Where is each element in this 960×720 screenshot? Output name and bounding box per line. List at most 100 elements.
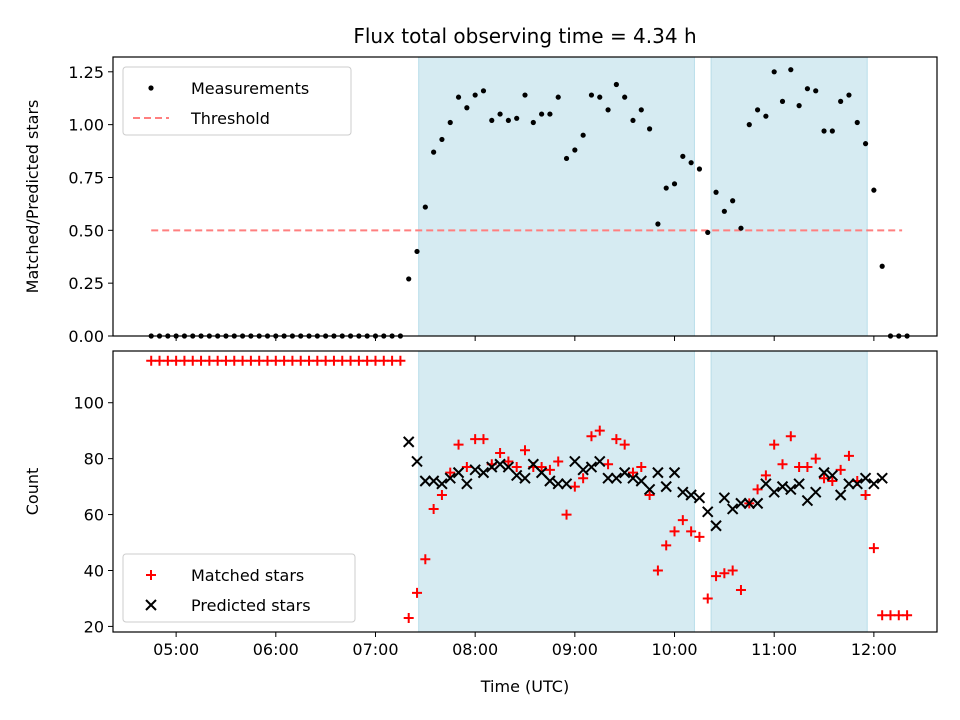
measurement-point	[771, 69, 777, 75]
y-tick-label: 100	[73, 394, 104, 413]
axes-frame	[112, 350, 938, 633]
predicted-point	[635, 475, 647, 487]
predicted-point	[477, 466, 490, 479]
measurement-point	[829, 128, 835, 134]
measurement-point	[721, 208, 727, 214]
matched-point	[860, 489, 871, 500]
predicted-point	[668, 466, 681, 479]
predicted-point	[403, 436, 415, 448]
predicted-point	[652, 466, 664, 479]
matched-point	[611, 434, 622, 445]
matched-point	[677, 515, 688, 526]
predicted-point	[793, 478, 805, 490]
matched-point	[561, 509, 572, 520]
measurement-point	[605, 107, 611, 113]
predicted-point	[486, 461, 498, 473]
predicted-point	[469, 464, 481, 476]
axes-frame	[112, 56, 938, 337]
measurement-point	[406, 276, 412, 282]
predicted-point	[627, 472, 639, 484]
legend-label: Matched stars	[191, 566, 304, 585]
matched-point	[694, 531, 705, 542]
measurement-point	[414, 248, 420, 255]
measurement-point	[804, 86, 811, 92]
measurement-point	[871, 187, 877, 193]
measurement-point	[754, 107, 761, 113]
matched-point	[403, 613, 414, 624]
legend-marker	[146, 570, 156, 580]
predicted-point	[826, 469, 839, 482]
predicted-point	[602, 472, 614, 484]
predicted-point	[801, 494, 814, 507]
predicted-point	[494, 458, 506, 470]
predicted-point	[834, 489, 847, 501]
measurement-point	[505, 117, 511, 124]
measurement-point	[638, 107, 644, 113]
predicted-point	[810, 486, 822, 498]
measurement-point	[563, 155, 570, 162]
measurement-point	[580, 132, 586, 138]
legend-marker	[148, 85, 154, 91]
y-tick-label: 60	[84, 506, 104, 525]
predicted-point	[535, 466, 548, 479]
measurement-point	[472, 92, 478, 98]
measurement-point	[464, 105, 470, 111]
predicted-point	[726, 503, 739, 515]
predicted-point	[552, 478, 564, 490]
predicted-point	[868, 478, 880, 490]
matched-point	[702, 593, 713, 604]
measurement-point	[572, 147, 578, 153]
predicted-point	[544, 475, 556, 487]
predicted-point	[452, 466, 465, 479]
matched-point	[503, 456, 514, 467]
measurement-point	[630, 117, 636, 124]
measurement-point	[680, 153, 686, 159]
predicted-point	[685, 489, 697, 501]
measurement-point	[539, 111, 545, 117]
measurement-point	[854, 119, 860, 126]
measurement-point	[588, 92, 595, 98]
matched-point	[520, 445, 530, 456]
matched-point	[586, 431, 597, 442]
matched-point	[802, 462, 813, 473]
measurement-point	[746, 122, 752, 128]
measurement-point	[788, 67, 794, 73]
chart-title: Flux total observing time = 4.34 h	[353, 24, 696, 48]
predicted-point	[643, 483, 656, 496]
matched-point	[769, 439, 780, 450]
matched-point	[544, 464, 555, 475]
legend-label: Threshold	[190, 109, 270, 128]
measurement-point	[522, 92, 528, 98]
matched-point	[752, 484, 763, 495]
matched-point	[868, 543, 879, 554]
predicted-point	[610, 472, 623, 484]
matched-point	[553, 456, 564, 467]
y-tick-label: 1.00	[68, 116, 104, 135]
legend-box	[122, 66, 352, 136]
x-tick-label: 08:00	[452, 640, 498, 659]
legend-box	[122, 553, 356, 623]
matched-point	[785, 431, 796, 442]
y-axis-label: Count	[23, 468, 42, 516]
predicted-point	[702, 506, 714, 518]
predicted-point	[876, 472, 888, 484]
y-tick-label: 80	[84, 450, 104, 469]
measurement-point	[622, 94, 628, 100]
measurement-point	[422, 204, 428, 210]
predicted-point	[785, 483, 797, 496]
matched-point	[669, 526, 680, 537]
x-axis-label: Time (UTC)	[480, 677, 569, 696]
predicted-point	[776, 480, 789, 493]
measurement-point	[455, 94, 462, 100]
predicted-point	[618, 466, 631, 479]
legend: Matched stars Predicted stars	[122, 553, 356, 623]
matched-point	[652, 565, 663, 576]
matched-point	[445, 467, 456, 478]
measurement-point	[597, 94, 603, 100]
measurement-point	[688, 160, 694, 166]
matched-point	[603, 459, 614, 470]
measurement-point	[846, 92, 852, 98]
measurement-point	[862, 141, 869, 147]
top-panel: 0.00 0.25 0.50 0.75 1.00 1.25 Matched/Predicte…	[23, 56, 938, 346]
